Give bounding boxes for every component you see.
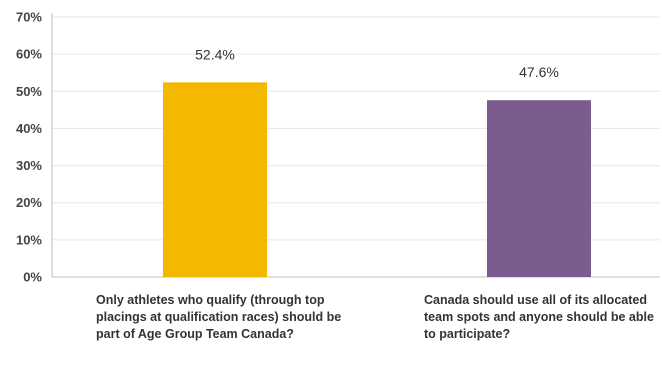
bar: [163, 82, 267, 277]
y-tick-label: 10%: [16, 232, 42, 247]
y-tick-label: 70%: [16, 10, 42, 25]
y-tick-label: 60%: [16, 47, 42, 62]
category-label-athletes-qualify: Only athletes who qualify (through top p…: [96, 293, 342, 341]
y-tick-labels: 0% 10% 20% 30% 40% 50% 60% 70%: [16, 10, 42, 285]
y-tick-label: 0%: [23, 270, 42, 285]
bar: [487, 100, 591, 277]
data-labels: 52.4% 47.6%: [195, 46, 559, 80]
y-tick-label: 40%: [16, 121, 42, 136]
bars: [163, 82, 591, 277]
y-tick-label: 30%: [16, 158, 42, 173]
gridlines: [52, 16, 660, 241]
y-tick-label: 20%: [16, 195, 42, 210]
data-label: 47.6%: [519, 64, 559, 80]
y-tick-label: 50%: [16, 84, 42, 99]
data-label: 52.4%: [195, 46, 235, 62]
category-label-use-all-spots: Canada should use all of its allocated t…: [424, 293, 654, 341]
